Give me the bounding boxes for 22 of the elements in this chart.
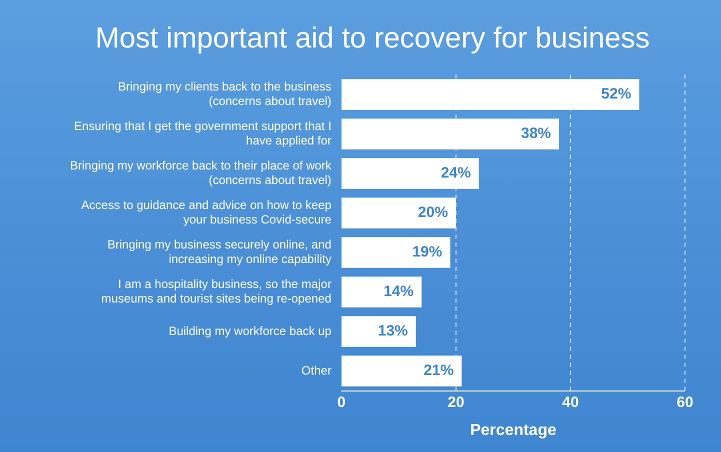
data-label: 38% xyxy=(520,125,552,142)
chart-title: Most important aid to recovery for business xyxy=(95,22,650,54)
data-label: 24% xyxy=(440,164,471,182)
data-label: 52% xyxy=(601,86,632,103)
y-tick-label: Building my workforce back up xyxy=(168,324,332,338)
x-tick-label: 20 xyxy=(448,394,464,411)
x-tick-label: 0 xyxy=(337,394,346,411)
y-tick-label: Ensuring that I get the government support that I have applied for xyxy=(74,119,332,148)
data-label: 14% xyxy=(384,283,414,300)
data-label: 21% xyxy=(424,362,454,380)
y-tick-label: Bringing my clients back to the business (concerns about travel) xyxy=(118,80,332,108)
y-tick-label: Bringing my business securely online, and increasing my online capability xyxy=(107,238,332,266)
data-label: 20% xyxy=(418,204,448,222)
x-tick-label: 60 xyxy=(676,394,694,411)
data-label: 13% xyxy=(378,322,408,340)
x-tick-label: 40 xyxy=(562,394,579,411)
y-tick-label: Access to guidance and advice on how to keep your business Covid-secure xyxy=(81,198,332,227)
data-label: 19% xyxy=(412,244,442,261)
y-tick-label: Bringing my workforce back to their place of work (concerns about travel) xyxy=(70,158,332,188)
y-tick-label: I am a hospitality business, so the major museums and tourist sites being re-opened xyxy=(101,277,332,306)
x-axis-title: Percentage xyxy=(470,422,556,439)
y-tick-label: Other xyxy=(301,363,332,378)
